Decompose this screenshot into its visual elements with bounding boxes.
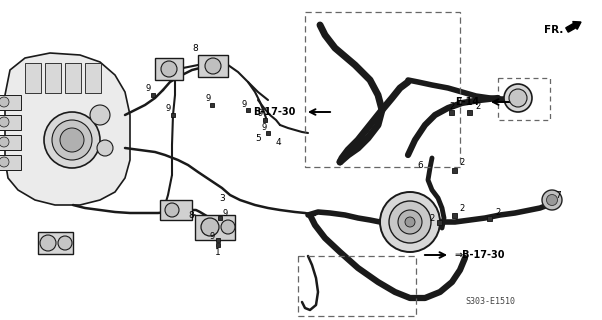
Circle shape: [389, 201, 431, 243]
Bar: [210, 103, 214, 107]
Circle shape: [161, 61, 177, 77]
Circle shape: [201, 218, 219, 236]
Text: FR.: FR.: [544, 25, 563, 35]
Text: S303-E1510: S303-E1510: [465, 298, 515, 307]
Text: 8: 8: [192, 44, 198, 52]
Bar: [171, 113, 175, 117]
Bar: [0, 95, 21, 110]
Circle shape: [205, 58, 221, 74]
Bar: [216, 238, 220, 242]
Text: 2: 2: [476, 101, 480, 110]
Bar: [0, 135, 21, 150]
Bar: [246, 108, 250, 112]
Circle shape: [547, 195, 557, 205]
Text: 9: 9: [222, 209, 228, 218]
Bar: [85, 63, 101, 93]
Bar: [216, 243, 220, 247]
Text: 8: 8: [188, 211, 194, 220]
FancyArrow shape: [566, 21, 581, 32]
Text: 5: 5: [255, 133, 261, 142]
Text: 9: 9: [205, 93, 211, 102]
Bar: [38, 232, 73, 254]
Bar: [160, 200, 192, 220]
Bar: [305, 12, 460, 167]
Text: 2: 2: [449, 101, 455, 110]
Bar: [298, 256, 416, 316]
Circle shape: [509, 89, 527, 107]
Circle shape: [60, 128, 84, 152]
Bar: [266, 131, 270, 135]
Circle shape: [405, 217, 415, 227]
Circle shape: [504, 84, 532, 112]
Bar: [488, 215, 492, 220]
Bar: [25, 63, 41, 93]
Circle shape: [380, 192, 440, 252]
Text: ⇒B-17-30: ⇒B-17-30: [454, 250, 504, 260]
Circle shape: [90, 105, 110, 125]
Bar: [0, 155, 21, 170]
Bar: [438, 220, 442, 225]
Text: 7: 7: [555, 190, 561, 199]
Bar: [0, 115, 21, 130]
Text: 9: 9: [145, 84, 150, 92]
Text: 2: 2: [459, 157, 465, 166]
Bar: [151, 93, 155, 97]
Text: 4: 4: [275, 138, 281, 147]
Text: 3: 3: [219, 194, 225, 203]
Bar: [468, 109, 473, 115]
Text: 9: 9: [209, 231, 215, 241]
Text: B-17-30: B-17-30: [253, 107, 296, 117]
Circle shape: [0, 97, 9, 107]
Polygon shape: [5, 53, 130, 205]
Text: E-14: E-14: [455, 97, 479, 107]
Bar: [263, 118, 267, 122]
Circle shape: [221, 220, 235, 234]
Text: 2: 2: [429, 213, 435, 222]
Circle shape: [398, 210, 422, 234]
Text: 2: 2: [495, 207, 501, 217]
Circle shape: [58, 236, 72, 250]
Circle shape: [0, 157, 9, 167]
Text: 9: 9: [166, 103, 170, 113]
Bar: [450, 109, 455, 115]
Text: 2: 2: [459, 204, 465, 212]
Text: 1: 1: [215, 247, 221, 257]
Text: 6: 6: [417, 161, 423, 170]
Bar: [155, 58, 183, 80]
Bar: [498, 78, 550, 120]
Circle shape: [44, 112, 100, 168]
Circle shape: [0, 137, 9, 147]
Circle shape: [40, 235, 56, 251]
Text: 9: 9: [258, 108, 262, 117]
Bar: [198, 55, 228, 77]
Circle shape: [0, 117, 9, 127]
Bar: [453, 167, 458, 172]
Text: 9: 9: [241, 100, 247, 108]
Circle shape: [52, 120, 92, 160]
Bar: [45, 63, 61, 93]
Text: 9: 9: [261, 123, 267, 132]
Bar: [453, 212, 458, 218]
Circle shape: [97, 140, 113, 156]
Bar: [195, 215, 235, 240]
Bar: [65, 63, 81, 93]
Circle shape: [542, 190, 562, 210]
Bar: [218, 216, 222, 220]
Circle shape: [165, 203, 179, 217]
